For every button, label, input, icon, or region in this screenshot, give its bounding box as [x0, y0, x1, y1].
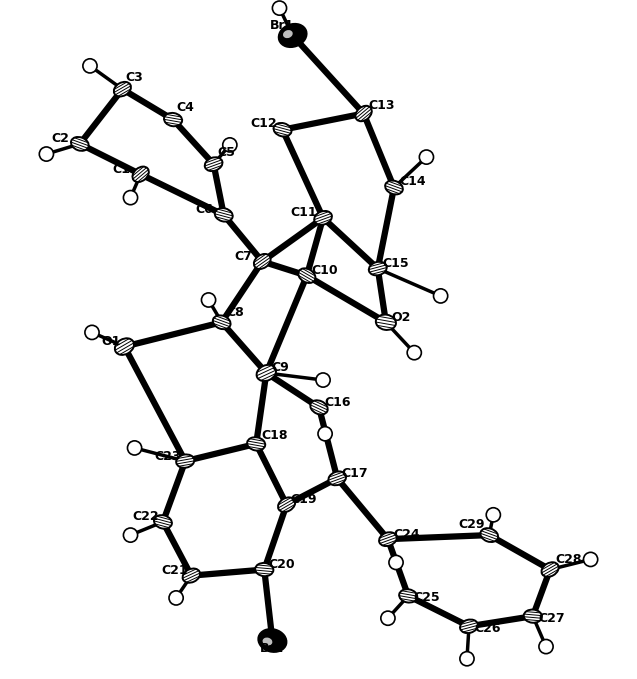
Text: C21: C21: [161, 564, 187, 577]
Text: C27: C27: [538, 612, 564, 625]
Text: C26: C26: [474, 622, 501, 635]
Ellipse shape: [164, 113, 182, 126]
Text: C16: C16: [324, 396, 350, 409]
Circle shape: [434, 289, 448, 303]
Text: C14: C14: [399, 175, 426, 188]
Text: O1: O1: [101, 335, 120, 348]
Text: C9: C9: [271, 361, 289, 374]
Text: C3: C3: [125, 71, 143, 84]
Ellipse shape: [114, 82, 131, 96]
Ellipse shape: [273, 123, 292, 136]
Ellipse shape: [355, 106, 372, 122]
Circle shape: [460, 652, 474, 666]
Ellipse shape: [524, 610, 542, 623]
Text: C15: C15: [383, 257, 410, 270]
Text: C4: C4: [176, 101, 194, 114]
Ellipse shape: [213, 315, 231, 329]
Circle shape: [127, 441, 141, 455]
Circle shape: [407, 346, 421, 360]
Ellipse shape: [279, 24, 306, 47]
Text: C20: C20: [268, 558, 295, 571]
Circle shape: [39, 147, 54, 161]
Ellipse shape: [399, 589, 417, 602]
Ellipse shape: [385, 181, 403, 194]
Text: C6: C6: [196, 203, 213, 217]
Ellipse shape: [115, 338, 134, 355]
Ellipse shape: [132, 166, 149, 182]
Circle shape: [316, 373, 330, 387]
Circle shape: [83, 59, 97, 73]
Text: C28: C28: [555, 553, 582, 566]
Text: C12: C12: [250, 117, 276, 130]
Circle shape: [318, 426, 332, 441]
Text: O2: O2: [391, 311, 410, 324]
Ellipse shape: [176, 454, 194, 468]
Text: Br1: Br1: [270, 19, 295, 32]
Text: C2: C2: [52, 132, 69, 145]
Circle shape: [169, 591, 183, 605]
Text: C13: C13: [369, 99, 395, 112]
Circle shape: [273, 1, 287, 15]
Ellipse shape: [259, 629, 287, 652]
Ellipse shape: [183, 568, 200, 583]
Text: Br2: Br2: [261, 642, 285, 655]
Text: C18: C18: [261, 429, 288, 442]
Ellipse shape: [247, 437, 265, 451]
Ellipse shape: [215, 208, 233, 221]
Circle shape: [583, 552, 598, 566]
Circle shape: [85, 325, 99, 340]
Ellipse shape: [154, 515, 172, 529]
Ellipse shape: [298, 268, 315, 283]
Text: C29: C29: [459, 519, 485, 532]
Ellipse shape: [480, 528, 498, 542]
Text: C25: C25: [413, 591, 440, 604]
Ellipse shape: [329, 471, 346, 485]
Circle shape: [381, 611, 395, 625]
Ellipse shape: [262, 638, 273, 646]
Circle shape: [419, 150, 434, 164]
Circle shape: [389, 555, 403, 570]
Ellipse shape: [255, 563, 273, 576]
Ellipse shape: [376, 314, 396, 330]
Ellipse shape: [541, 562, 559, 577]
Text: C22: C22: [132, 511, 159, 524]
Text: C11: C11: [290, 206, 317, 219]
Circle shape: [124, 528, 138, 543]
Ellipse shape: [71, 137, 89, 151]
Text: C24: C24: [393, 528, 420, 540]
Text: C17: C17: [341, 466, 368, 480]
Circle shape: [124, 191, 138, 204]
Text: C10: C10: [311, 264, 338, 277]
Ellipse shape: [204, 158, 222, 171]
Circle shape: [539, 640, 553, 654]
Ellipse shape: [310, 401, 327, 414]
Circle shape: [201, 293, 216, 307]
Circle shape: [223, 138, 237, 152]
Ellipse shape: [460, 619, 478, 633]
Ellipse shape: [369, 262, 387, 276]
Text: C5: C5: [218, 145, 236, 158]
Circle shape: [486, 508, 501, 522]
Text: C7: C7: [234, 250, 252, 263]
Text: C19: C19: [290, 493, 317, 506]
Ellipse shape: [278, 498, 295, 512]
Ellipse shape: [257, 365, 276, 381]
Ellipse shape: [314, 211, 332, 225]
Text: C8: C8: [227, 306, 245, 318]
Ellipse shape: [254, 254, 271, 269]
Ellipse shape: [379, 532, 397, 546]
Text: C1: C1: [112, 163, 130, 176]
Text: C23: C23: [155, 449, 182, 462]
Ellipse shape: [283, 30, 293, 38]
